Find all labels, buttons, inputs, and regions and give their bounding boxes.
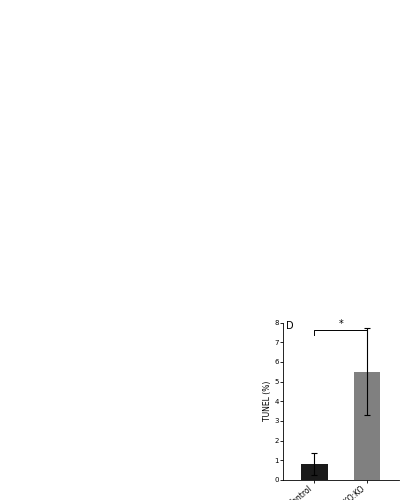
- Text: *: *: [339, 320, 343, 330]
- Y-axis label: TUNEL (%): TUNEL (%): [263, 381, 272, 422]
- Bar: [354, 372, 381, 480]
- Bar: [301, 464, 328, 480]
- Text: D: D: [285, 320, 293, 330]
